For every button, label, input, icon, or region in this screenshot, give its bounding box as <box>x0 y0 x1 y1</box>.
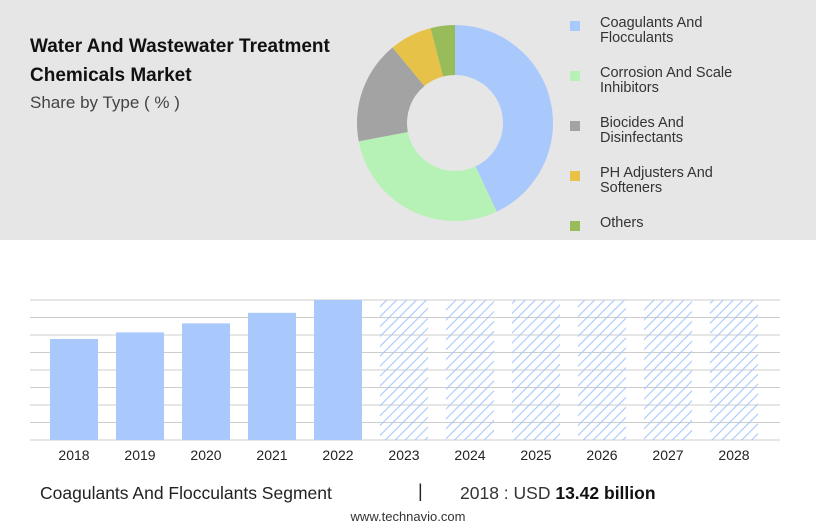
bar-chart: 2018 2019 2020 2021 2022 2023 2024 2025 2026 2027… <box>30 299 780 463</box>
legend-swatch <box>570 221 580 231</box>
forecast-bar-2023 <box>380 300 428 440</box>
donut-chart <box>357 25 553 221</box>
legend-swatch <box>570 121 580 131</box>
footer-segment-label: Coagulants And Flocculants Segment <box>40 483 332 503</box>
forecast-bar-2027 <box>644 300 692 440</box>
x-tick-label: 2018 <box>58 447 89 463</box>
bar-2019 <box>116 332 164 440</box>
bar-2022 <box>314 300 362 440</box>
legend-label: Coagulants And Flocculants <box>600 15 703 46</box>
chart-subtitle: Share by Type ( % ) <box>30 93 180 112</box>
bar-2021 <box>248 312 296 440</box>
legend-label: Biocides And Disinfectants <box>600 115 684 146</box>
legend-label: PH Adjusters And Softeners <box>600 165 713 196</box>
x-tick-label: 2020 <box>190 447 221 463</box>
donut-slice-coagulants-and-flocculants <box>455 25 553 212</box>
legend-swatch <box>570 71 580 81</box>
x-tick-label: 2027 <box>652 447 683 463</box>
donut-slice-biocides-and-disinfectants <box>357 47 425 142</box>
x-tick-label: 2024 <box>454 447 485 463</box>
x-tick-label: 2026 <box>586 447 617 463</box>
legend-label: Others <box>600 215 644 231</box>
donut-slice-others <box>430 25 455 77</box>
donut-slice-corrosion-and-scale-inhibitors <box>358 131 497 221</box>
footer-separator: | <box>418 481 423 501</box>
forecast-bar-2024 <box>446 300 494 440</box>
x-tick-label: 2021 <box>256 447 287 463</box>
chart-title: Water And Wastewater Treatment Chemicals… <box>30 36 330 86</box>
x-tick-label: 2023 <box>388 447 419 463</box>
footer-value: 2018 : USD 13.42 billion <box>460 483 656 504</box>
legend-label: Corrosion And Scale Inhibitors <box>600 65 733 96</box>
x-tick-label: 2022 <box>322 447 353 463</box>
forecast-bar-2028 <box>710 300 758 440</box>
footer-website[interactable]: www.technavio.com <box>350 509 466 524</box>
x-tick-label: 2028 <box>718 447 749 463</box>
legend-swatch <box>570 21 580 31</box>
x-tick-label: 2019 <box>124 447 155 463</box>
forecast-bar-2026 <box>578 300 626 440</box>
footer-value-prefix: 2018 : USD <box>460 483 551 503</box>
footer-value-bold: 13.42 billion <box>555 483 656 503</box>
legend-swatch <box>570 171 580 181</box>
x-tick-label: 2025 <box>520 447 551 463</box>
forecast-bar-2025 <box>512 300 560 440</box>
bar-2020 <box>182 323 230 440</box>
donut-slice-ph-adjusters-and-softeners <box>392 28 444 87</box>
bar-2018 <box>50 338 98 440</box>
